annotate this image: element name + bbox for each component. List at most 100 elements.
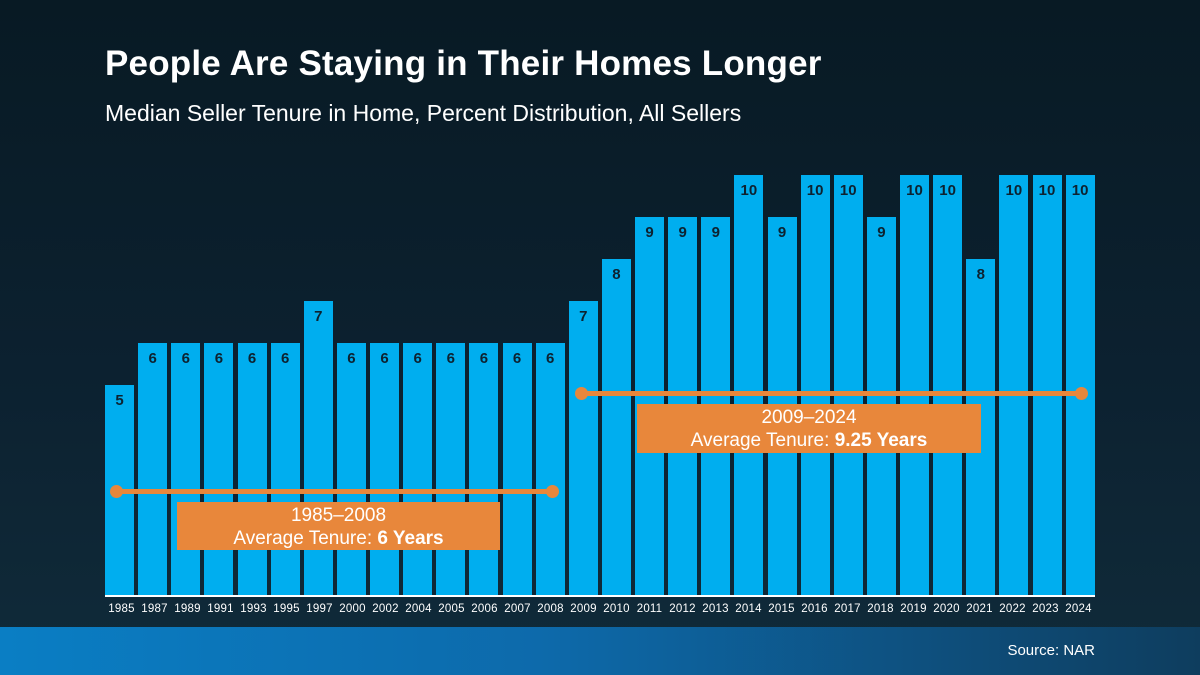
bar-value-label: 9 bbox=[645, 224, 654, 241]
x-axis-labels: 1985 1987 1989 1991 1993 1995 1997 2000 2002 2004… bbox=[105, 603, 1095, 615]
x-axis-label-2013: 2013 bbox=[702, 603, 729, 615]
bar-value-label: 9 bbox=[777, 224, 787, 241]
bar-value-label: 6 bbox=[247, 350, 257, 367]
bar-1989: 6 bbox=[171, 343, 201, 595]
bar-2019: 10 bbox=[900, 175, 929, 595]
bar-value-label: 10 bbox=[1005, 182, 1023, 199]
bar-value-label: 8 bbox=[976, 266, 985, 283]
x-axis-label-1987: 1987 bbox=[141, 603, 168, 615]
x-axis-label-2021: 2021 bbox=[966, 603, 993, 615]
bar-1991: 6 bbox=[204, 343, 234, 595]
annotation-tenure-prefix: Average Tenure: bbox=[690, 430, 835, 451]
x-axis-label-2008: 2008 bbox=[537, 603, 564, 615]
x-axis-label-1989: 1989 bbox=[174, 603, 201, 615]
annotation-range-2009-2024: 2009–2024 bbox=[761, 407, 857, 428]
x-axis-label-2017: 2017 bbox=[834, 603, 861, 615]
bar-2010: 8 bbox=[601, 259, 631, 595]
x-axis-label-1995: 1995 bbox=[273, 603, 300, 615]
x-axis-label-2018: 2018 bbox=[867, 603, 894, 615]
bar-2007: 6 bbox=[502, 343, 532, 595]
bar-value-label: 10 bbox=[806, 182, 824, 199]
x-axis-label-2023: 2023 bbox=[1032, 603, 1059, 615]
bar-1997: 7 bbox=[303, 301, 333, 595]
bar-1993: 6 bbox=[237, 343, 267, 595]
x-axis-label-2016: 2016 bbox=[801, 603, 828, 615]
x-axis-label-1985: 1985 bbox=[108, 603, 135, 615]
x-axis-label-2015: 2015 bbox=[768, 603, 795, 615]
annotation-range-1985-2008: 1985–2008 bbox=[290, 505, 387, 526]
x-axis-label-2006: 2006 bbox=[471, 603, 498, 615]
x-axis-label-1991: 1991 bbox=[207, 603, 234, 615]
x-axis-label-2014: 2014 bbox=[735, 603, 762, 615]
bar-2005: 6 bbox=[436, 343, 466, 595]
x-axis-label-2010: 2010 bbox=[603, 603, 630, 615]
bar-value-label: 6 bbox=[214, 350, 224, 367]
bar-value-label: 10 bbox=[939, 182, 956, 199]
bar-value-label: 9 bbox=[678, 224, 687, 241]
bar-2006: 6 bbox=[469, 343, 499, 595]
x-axis-label-2012: 2012 bbox=[669, 603, 696, 615]
bar-value-label: 10 bbox=[1071, 182, 1089, 199]
annotation-box-1985-2008: 1985–2008 Average Tenure: 6 Years bbox=[177, 502, 500, 550]
bar-2022: 10 bbox=[999, 175, 1029, 595]
x-axis-label-1993: 1993 bbox=[240, 603, 267, 615]
x-axis-label-2007: 2007 bbox=[504, 603, 531, 615]
bar-2023: 10 bbox=[1032, 175, 1062, 595]
x-axis-label-2022: 2022 bbox=[999, 603, 1026, 615]
source-credit: Source: NAR bbox=[1007, 642, 1095, 659]
x-axis-label-2004: 2004 bbox=[405, 603, 432, 615]
annotation-tenure-1985-2008: Average Tenure: 6 Years bbox=[177, 527, 500, 550]
bar-value-label: 6 bbox=[280, 350, 290, 367]
x-axis-label-2005: 2005 bbox=[438, 603, 465, 615]
annotation-tenure-2009-2024: Average Tenure: 9.25 Years bbox=[637, 429, 981, 452]
x-axis-label-2011: 2011 bbox=[636, 603, 663, 615]
bar-value-label: 6 bbox=[413, 350, 422, 367]
bar-1987: 6 bbox=[138, 343, 168, 595]
page-subtitle: Median Seller Tenure in Home, Percent Di… bbox=[105, 100, 742, 126]
annotation-tenure-value: 6 Years bbox=[377, 528, 444, 549]
x-axis-label-2009: 2009 bbox=[570, 603, 597, 615]
page-title: People Are Staying in Their Homes Longer bbox=[105, 44, 822, 83]
line-endpoint-dot bbox=[1075, 387, 1088, 400]
bar-value-label: 8 bbox=[612, 266, 621, 283]
bar-2020: 10 bbox=[933, 175, 963, 595]
bar-value-label: 10 bbox=[839, 182, 857, 199]
x-axis-line bbox=[105, 595, 1095, 597]
x-axis-label-1997: 1997 bbox=[306, 603, 333, 615]
bar-value-label: 10 bbox=[740, 182, 758, 199]
bar-2008: 6 bbox=[535, 343, 565, 595]
average-line-1985-2008 bbox=[110, 485, 559, 498]
bar-1995: 6 bbox=[270, 343, 300, 595]
x-axis-label-2024: 2024 bbox=[1065, 603, 1092, 615]
bar-2002: 6 bbox=[370, 343, 399, 595]
annotation-box-2009-2024: 2009–2024 Average Tenure: 9.25 Years bbox=[637, 404, 981, 453]
line-endpoint-dot bbox=[546, 485, 559, 498]
bar-value-label: 10 bbox=[1038, 182, 1056, 199]
bar-value-label: 6 bbox=[545, 350, 555, 367]
bar-2016: 10 bbox=[800, 175, 830, 595]
bar-value-label: 6 bbox=[512, 350, 522, 367]
bar-value-label: 10 bbox=[906, 182, 923, 199]
bar-value-label: 9 bbox=[877, 224, 886, 241]
bar-2000: 6 bbox=[336, 343, 366, 595]
annotation-tenure-prefix: Average Tenure: bbox=[233, 528, 378, 549]
average-line-2009-2024 bbox=[575, 387, 1088, 400]
bar-value-label: 5 bbox=[115, 392, 124, 409]
bar-value-label: 6 bbox=[347, 350, 356, 367]
bar-2024: 10 bbox=[1065, 175, 1095, 595]
bar-value-label: 6 bbox=[148, 350, 157, 367]
bar-value-label: 7 bbox=[314, 308, 323, 325]
bar-2014: 10 bbox=[734, 175, 764, 595]
bar-value-label: 6 bbox=[479, 350, 489, 367]
bar-2009: 7 bbox=[568, 301, 598, 595]
x-axis-label-2002: 2002 bbox=[372, 603, 399, 615]
bar-value-label: 6 bbox=[446, 350, 455, 367]
x-axis-label-2020: 2020 bbox=[933, 603, 960, 615]
bar-value-label: 7 bbox=[579, 308, 588, 325]
x-axis-label-2019: 2019 bbox=[900, 603, 927, 615]
line-endpoint-dot bbox=[575, 387, 588, 400]
line-endpoint-dot bbox=[110, 485, 123, 498]
bar-2017: 10 bbox=[833, 175, 863, 595]
bar-value-label: 6 bbox=[380, 350, 389, 367]
